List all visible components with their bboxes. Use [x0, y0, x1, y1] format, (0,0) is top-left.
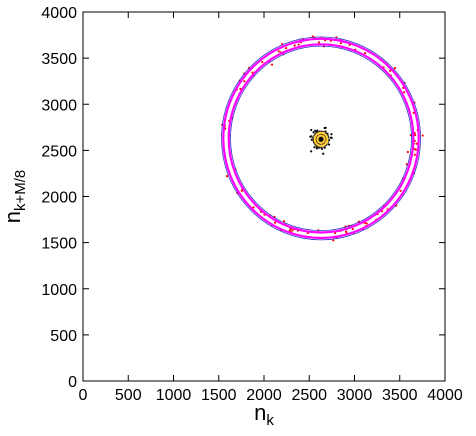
- ring-data-point: [403, 91, 406, 94]
- ring-data-point: [270, 63, 274, 66]
- ring-data-point: [405, 163, 408, 166]
- ring-data-point: [393, 66, 397, 70]
- cluster-data-point: [313, 146, 316, 149]
- ring-data-point: [274, 221, 277, 224]
- x-axis-label-subscript: k: [266, 412, 274, 429]
- y-tick-label: 1500: [41, 236, 77, 253]
- cluster-data-point: [310, 128, 313, 132]
- cluster-data-point: [324, 126, 327, 129]
- ring-data-point: [414, 148, 417, 151]
- x-tick-label: 3500: [382, 387, 418, 404]
- ring-data-point: [421, 134, 424, 137]
- ring-data-point: [365, 222, 368, 225]
- cluster-data-point: [315, 147, 319, 150]
- cluster-data-point: [320, 147, 323, 150]
- cluster-edge-line: [318, 136, 324, 143]
- ring-data-point: [297, 43, 300, 46]
- cluster-data-point: [327, 143, 331, 146]
- y-axis-label-subscript: k+M/8: [12, 170, 29, 211]
- y-tick-label: 2000: [41, 190, 77, 207]
- ring-data-point: [261, 60, 264, 64]
- ring-band-line: [227, 43, 415, 234]
- cluster-data-point: [330, 133, 333, 136]
- ring-data-point: [406, 150, 409, 154]
- x-axis-label-base: n: [254, 400, 266, 425]
- cluster-band-line: [316, 134, 326, 145]
- x-tick-label: 500: [115, 387, 142, 404]
- ring-data-point: [293, 44, 296, 47]
- ring-data-point: [283, 220, 286, 223]
- ring-data-point: [351, 227, 354, 231]
- cluster-data-point: [314, 129, 317, 132]
- cluster-data-point: [310, 138, 313, 141]
- y-tick-label: 1000: [41, 282, 77, 299]
- ring-data-point: [332, 239, 335, 242]
- y-tick-label: 0: [68, 374, 77, 391]
- y-axis-label: nk+M/8: [0, 170, 29, 224]
- x-tick-label: 3000: [337, 387, 373, 404]
- ring-edge-line: [230, 45, 412, 232]
- cluster-edge-line: [312, 130, 330, 149]
- ring-data-point: [415, 142, 418, 145]
- cluster-data-point: [310, 150, 313, 153]
- x-tick-label: 2000: [246, 387, 282, 404]
- plot-content: [220, 35, 424, 242]
- cluster-data-point: [330, 136, 333, 140]
- ring-data-point: [413, 133, 417, 137]
- y-tick-label: 4000: [41, 5, 77, 22]
- cluster-data-point: [322, 152, 325, 155]
- x-tick-label: 4000: [427, 387, 463, 404]
- ring-band-line: [222, 37, 420, 240]
- plot-frame: [82, 11, 446, 382]
- ring-data-point: [291, 229, 294, 232]
- cluster-data-point: [312, 131, 315, 134]
- ring-data-point: [277, 50, 280, 53]
- x-tick-label: 2500: [291, 387, 327, 404]
- ring-data-point: [364, 52, 367, 55]
- ring-data-point: [399, 189, 402, 192]
- x-tick-label: 0: [79, 387, 88, 404]
- ring-data-point: [389, 69, 392, 72]
- ring-data-point: [225, 175, 229, 178]
- ring-data-point: [339, 42, 342, 45]
- y-tick-label: 2500: [41, 143, 77, 160]
- ring-data-point: [252, 206, 255, 209]
- cluster-series: [309, 126, 333, 155]
- x-tick-label: 1000: [156, 387, 192, 404]
- x-tick-label: 1500: [201, 387, 237, 404]
- ring-data-point: [288, 229, 291, 232]
- ring-edge-line: [221, 36, 421, 241]
- x-axis-label: nk: [254, 400, 274, 429]
- ring-data-point: [243, 80, 246, 83]
- y-tick-label: 3500: [41, 51, 77, 68]
- ring-data-point: [317, 41, 321, 44]
- y-axis-label-base: n: [0, 211, 25, 223]
- ring-data-point: [413, 153, 416, 156]
- axis-ticks: 0 500 1000 1500 2000 2500 3000 3500 4000 0 500 1000…: [41, 5, 462, 404]
- cluster-band-line: [313, 131, 329, 147]
- ring-series: [220, 35, 424, 242]
- y-tick-label: 3000: [41, 97, 77, 114]
- y-tick-label: 500: [50, 328, 77, 345]
- ring-data-point: [285, 47, 288, 50]
- cluster-data-point: [309, 135, 312, 138]
